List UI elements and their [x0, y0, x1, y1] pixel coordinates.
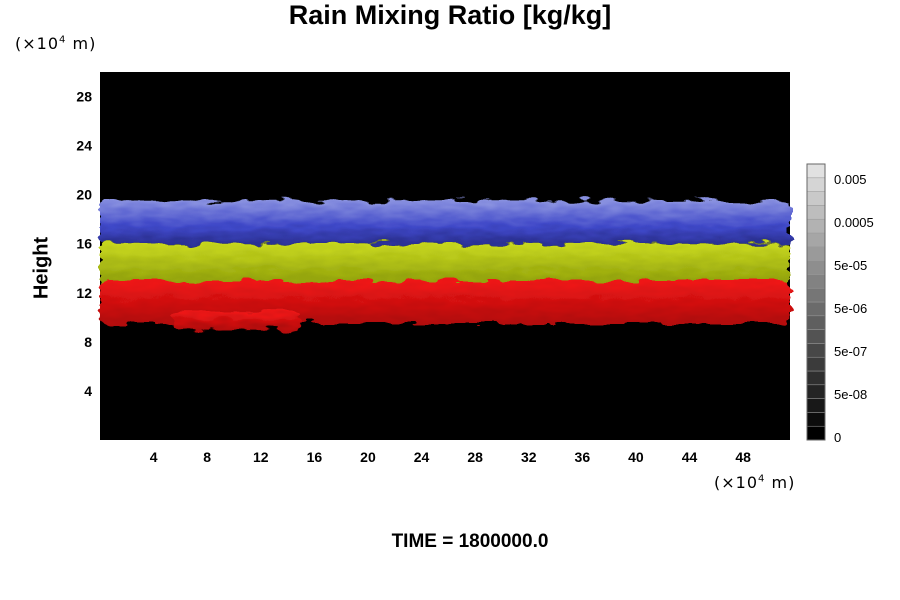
x-tick-label: 8: [203, 449, 211, 465]
chart-title: Rain Mixing Ratio [kg/kg]: [288, 0, 612, 30]
time-label: TIME = 1800000.0: [391, 531, 549, 552]
y-axis-unit: (×104 m): [15, 34, 97, 53]
y-tick-label: 20: [76, 187, 92, 203]
rain-layer-1: [100, 243, 790, 287]
colorbar-step: [806, 287, 826, 303]
y-tick-label: 4: [84, 383, 92, 399]
y-tick-label: 28: [76, 89, 92, 105]
colorbar-label: 5e-07: [834, 344, 867, 359]
rain-layer-0: [100, 200, 790, 244]
x-tick-label: 12: [253, 449, 269, 465]
colorbar-step: [806, 205, 826, 220]
colorbar-step: [806, 398, 826, 413]
colorbar-step: [806, 232, 826, 248]
colorbar-step: [806, 177, 826, 192]
colorbar-frame: [806, 163, 826, 441]
colorbar-label: 0.005: [834, 172, 867, 187]
colorbar-step: [806, 301, 826, 317]
colorbar-step: [806, 246, 826, 261]
colorbar-label: 0: [834, 430, 841, 445]
y-tick-label: 12: [76, 285, 92, 301]
y-tick-label: 16: [76, 236, 92, 252]
x-tick-label: 40: [628, 449, 644, 465]
colorbar-step: [806, 356, 826, 372]
colorbar-step: [806, 412, 826, 427]
x-tick-label: 32: [521, 449, 537, 465]
y-tick-label: 8: [84, 334, 92, 350]
colorbar-step: [806, 425, 826, 441]
colorbar-step: [806, 191, 826, 206]
colorbar-label: 5e-05: [834, 258, 867, 273]
colorbar-label: 5e-06: [834, 301, 867, 316]
rain-layer-3: [173, 311, 301, 330]
colorbar-step: [806, 218, 826, 234]
x-tick-label: 20: [360, 449, 376, 465]
x-tick-label: 4: [150, 449, 158, 465]
colorbar-label: 5e-08: [834, 387, 867, 402]
colorbar-step: [806, 384, 826, 399]
x-tick-label: 24: [414, 449, 430, 465]
colorbar-step: [806, 260, 826, 275]
x-tick-label: 44: [682, 449, 698, 465]
colorbar-step: [806, 315, 826, 330]
y-tick-label: 24: [76, 138, 92, 154]
colorbar-step: [806, 370, 826, 386]
colorbar-step: [806, 274, 826, 289]
x-tick-label: 48: [735, 449, 751, 465]
colorbar-step: [806, 343, 826, 358]
x-tick-label: 28: [467, 449, 483, 465]
x-axis-unit: (×104 m): [714, 473, 796, 492]
x-tick-label: 16: [307, 449, 323, 465]
x-tick-label: 36: [575, 449, 591, 465]
colorbar-step: [806, 163, 826, 179]
colorbar-step: [806, 329, 826, 344]
colorbar-label: 0.0005: [834, 215, 874, 230]
